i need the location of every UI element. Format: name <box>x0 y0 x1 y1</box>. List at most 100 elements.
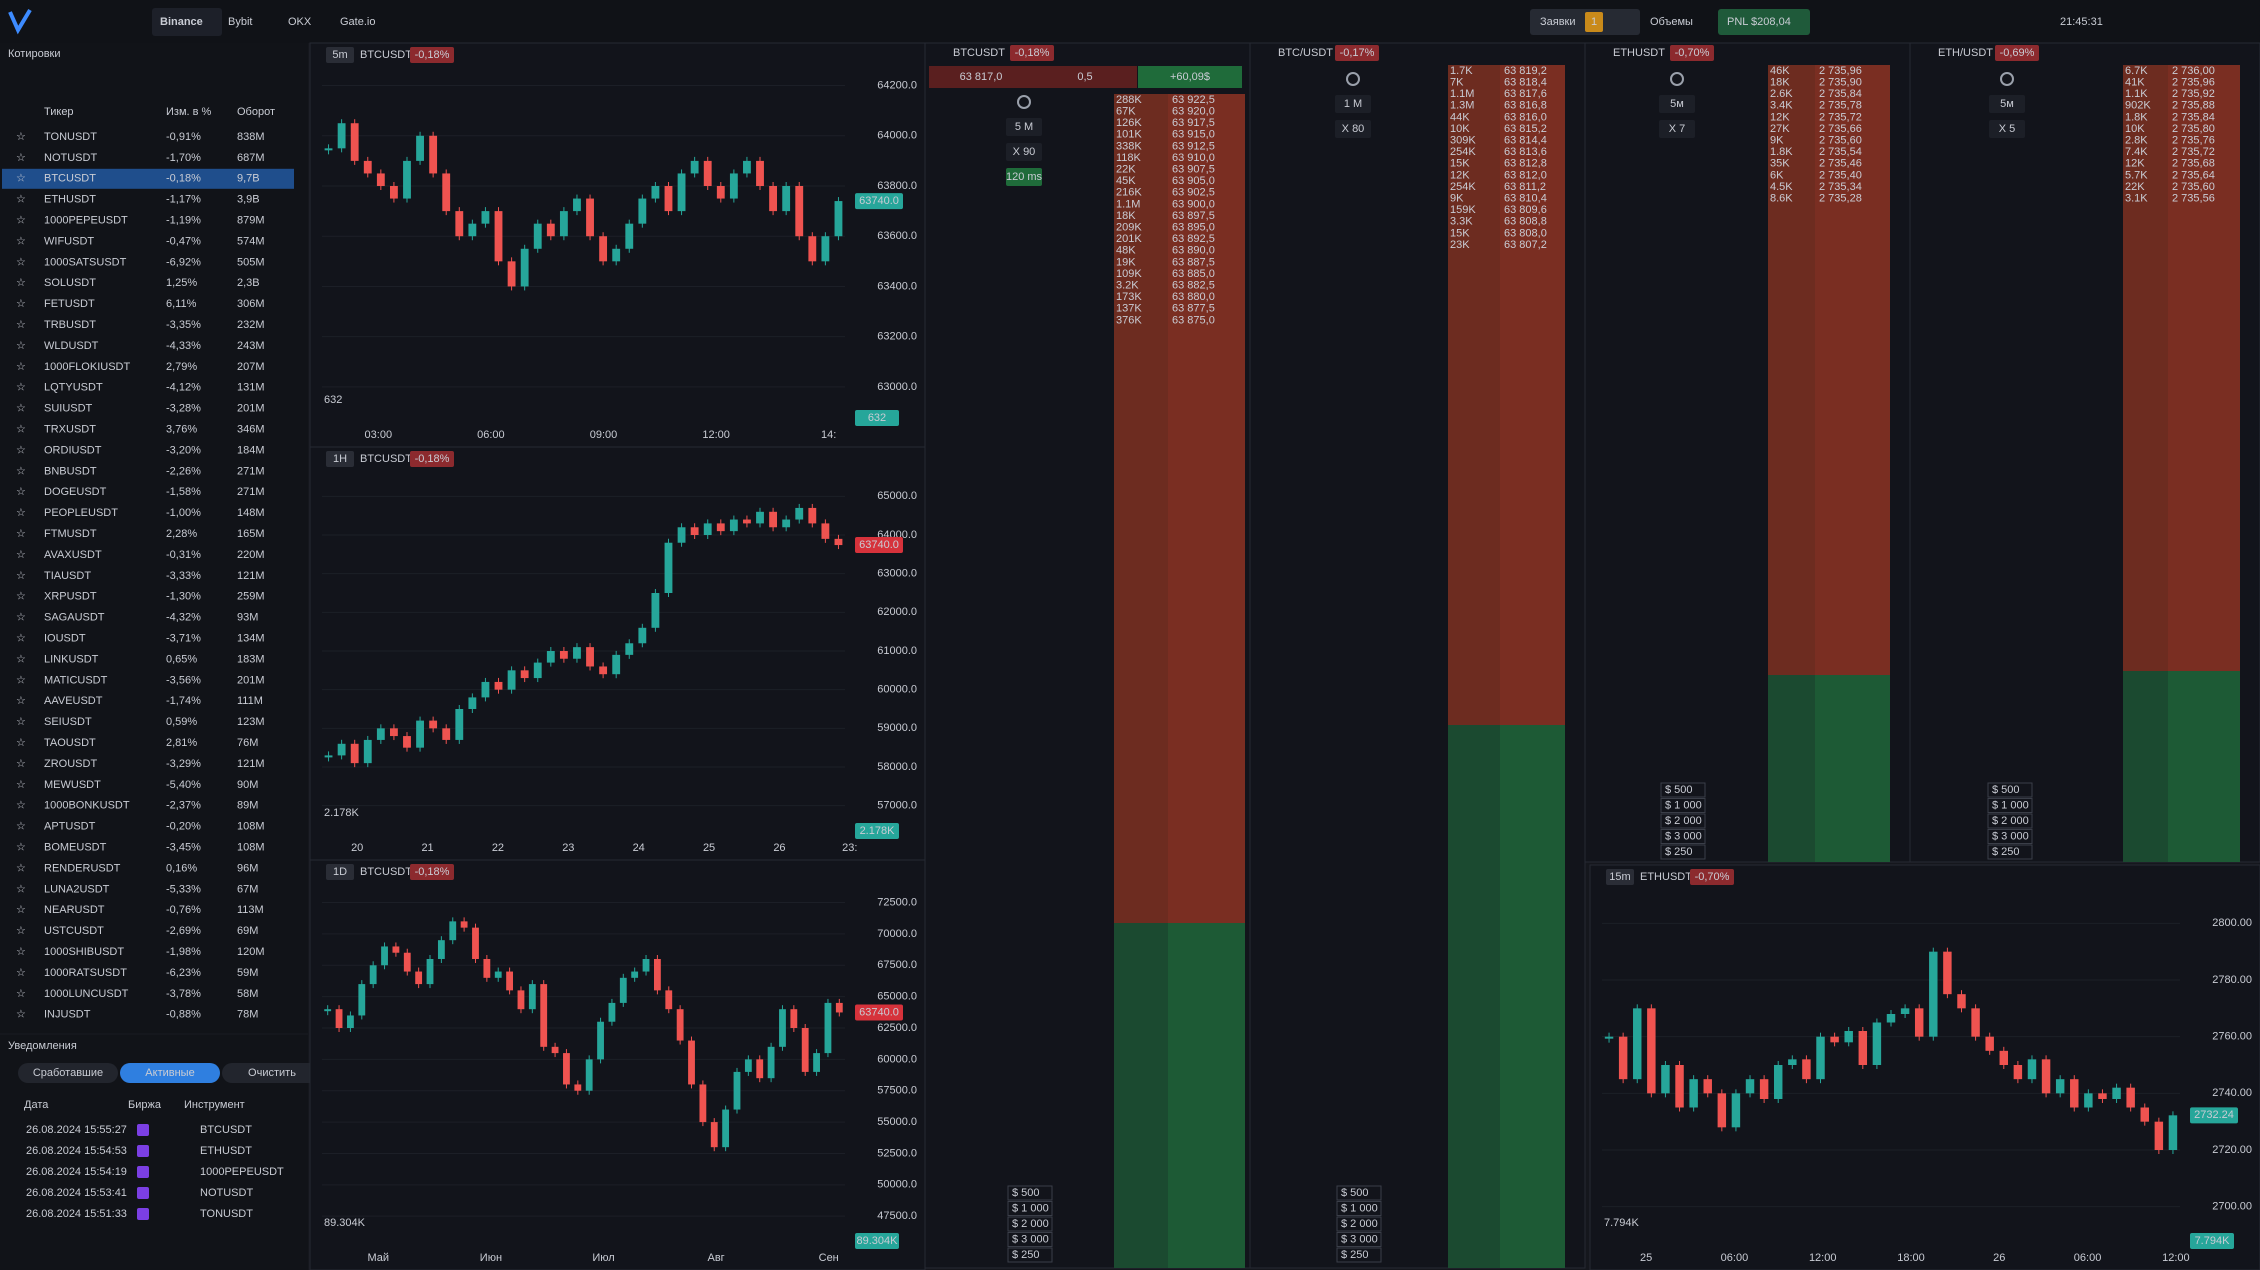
size-label[interactable]: $ 250 <box>1012 1249 1040 1261</box>
volume: 9K <box>1770 135 1784 147</box>
settings-icon[interactable] <box>1346 72 1360 86</box>
size-label[interactable]: $ 500 <box>1341 1187 1369 1199</box>
ticker[interactable]: SOLUSDT <box>44 277 96 289</box>
size-label[interactable]: $ 500 <box>1012 1187 1040 1199</box>
ticker[interactable]: TRXUSDT <box>44 424 96 436</box>
y-tick-label: 52500.0 <box>877 1147 917 1159</box>
exchange-tab[interactable]: OKX <box>288 16 312 28</box>
size-label[interactable]: $ 250 <box>1992 846 2020 858</box>
ticker[interactable]: FETUSDT <box>44 298 95 310</box>
ticker[interactable]: 1000RATSUSDT <box>44 967 127 979</box>
alert-tab[interactable]: Сработавшие <box>33 1067 103 1079</box>
price: 2 736,00 <box>2172 65 2215 77</box>
ticker[interactable]: INJUSDT <box>44 1009 91 1021</box>
ticker[interactable]: WLDUSDT <box>44 340 99 352</box>
ticker[interactable]: DOGEUSDT <box>44 486 107 498</box>
exchange-tab[interactable]: Bybit <box>228 16 252 28</box>
size-label[interactable]: $ 1 000 <box>1341 1202 1378 1214</box>
ticker[interactable]: SUIUSDT <box>44 403 93 415</box>
ticker[interactable]: APTUSDT <box>44 821 96 833</box>
size-label[interactable]: $ 2 000 <box>1992 815 2029 827</box>
ticker[interactable]: 1000LUNCUSDT <box>44 988 129 1000</box>
ladder-button-label[interactable]: 5м <box>2000 98 2014 110</box>
size-label[interactable]: $ 3 000 <box>1992 830 2029 842</box>
ladder-button-label[interactable]: 1 M <box>1344 98 1362 110</box>
alert-tab[interactable]: Активные <box>145 1067 194 1079</box>
ladder-button-label[interactable]: 120 ms <box>1006 171 1043 183</box>
ticker[interactable]: MATICUSDT <box>44 674 108 686</box>
x-tick-label: 12:00 <box>2162 1252 2190 1264</box>
size-label[interactable]: $ 1 000 <box>1012 1202 1049 1214</box>
turnover: 271M <box>237 465 265 477</box>
ladder-button-label[interactable]: 5м <box>1670 98 1684 110</box>
turnover: 148M <box>237 507 265 519</box>
ticker[interactable]: SEIUSDT <box>44 716 92 728</box>
ladder-button-label[interactable]: X 80 <box>1342 123 1365 135</box>
ticker[interactable]: LQTYUSDT <box>44 382 103 394</box>
exchange-tab[interactable]: Gate.io <box>340 16 375 28</box>
ticker[interactable]: ORDIUSDT <box>44 444 102 456</box>
ticker[interactable]: SAGAUSDT <box>44 612 105 624</box>
ticker[interactable]: AVAXUSDT <box>44 549 102 561</box>
ticker[interactable]: 1000BONKUSDT <box>44 800 130 812</box>
candle <box>389 186 398 199</box>
ticker[interactable]: BOMEUSDT <box>44 842 107 854</box>
settings-icon[interactable] <box>1017 95 1031 109</box>
volumes-btn[interactable]: Объемы <box>1650 16 1693 28</box>
ticker[interactable]: 1000SHIBUSDT <box>44 946 124 958</box>
size-label[interactable]: $ 3 000 <box>1341 1233 1378 1245</box>
size-label[interactable]: $ 3 000 <box>1665 830 1702 842</box>
ladder-button-label[interactable]: X 90 <box>1013 146 1036 158</box>
ticker[interactable]: TRBUSDT <box>44 319 96 331</box>
ticker[interactable]: BNBUSDT <box>44 465 97 477</box>
star: ☆ <box>16 528 26 540</box>
orders-label[interactable]: Заявки <box>1540 16 1576 28</box>
ticker[interactable]: IOUSDT <box>44 633 86 645</box>
column-header: Дата <box>24 1099 49 1111</box>
ticker[interactable]: TIAUSDT <box>44 570 91 582</box>
ticker[interactable]: 1000FLOKIUSDT <box>44 361 130 373</box>
ladder-button <box>1989 95 2025 113</box>
ticker[interactable]: TONUSDT <box>44 131 97 143</box>
alert-tab[interactable]: Очистить <box>248 1067 296 1079</box>
ticker[interactable]: TAOUSDT <box>44 737 96 749</box>
size-label[interactable]: $ 250 <box>1665 846 1693 858</box>
size-label[interactable]: $ 250 <box>1341 1249 1369 1261</box>
size-label[interactable]: $ 500 <box>1992 784 2020 796</box>
ticker[interactable]: MEWUSDT <box>44 779 101 791</box>
ladder-button-label[interactable]: X 7 <box>1669 123 1686 135</box>
ticker[interactable]: FTMUSDT <box>44 528 97 540</box>
ticker[interactable]: XRPUSDT <box>44 591 97 603</box>
ticker[interactable]: PEOPLEUSDT <box>44 507 118 519</box>
size-label[interactable]: $ 2 000 <box>1341 1218 1378 1230</box>
ticker[interactable]: ZROUSDT <box>44 758 97 770</box>
ticker[interactable]: LINKUSDT <box>44 653 99 665</box>
settings-icon[interactable] <box>2000 72 2014 86</box>
ticker[interactable]: 1000SATSUSDT <box>44 256 127 268</box>
size-label[interactable]: $ 1 000 <box>1665 799 1702 811</box>
ladder-button-label[interactable]: 5 M <box>1015 121 1033 133</box>
ticker[interactable]: NEARUSDT <box>44 904 105 916</box>
ticker[interactable]: USTCUSDT <box>44 925 104 937</box>
ladder-button-label[interactable]: X 5 <box>1999 123 2016 135</box>
ticker[interactable]: WIFUSDT <box>44 235 94 247</box>
exchange-tab[interactable]: Binance <box>160 16 203 28</box>
size-label[interactable]: $ 2 000 <box>1012 1218 1049 1230</box>
ticker[interactable]: RENDERUSDT <box>44 862 121 874</box>
size-label[interactable]: $ 1 000 <box>1992 799 2029 811</box>
ticker[interactable]: BTCUSDT <box>44 173 96 185</box>
change: -4,33% <box>166 340 201 352</box>
ticker[interactable]: LUNA2USDT <box>44 883 110 895</box>
ticker[interactable]: ETHUSDT <box>44 194 96 206</box>
settings-icon[interactable] <box>1670 72 1684 86</box>
volume: 1.1M <box>1450 88 1474 100</box>
size-label[interactable]: $ 500 <box>1665 784 1693 796</box>
ticker[interactable]: AAVEUSDT <box>44 695 103 707</box>
ladder-button <box>1006 118 1042 136</box>
active-tab <box>152 8 222 36</box>
size-label[interactable]: $ 3 000 <box>1012 1233 1049 1245</box>
ticker[interactable]: NOTUSDT <box>44 152 97 164</box>
x-tick-label: 12:00 <box>1809 1252 1837 1264</box>
ticker[interactable]: 1000PEPEUSDT <box>44 215 128 227</box>
size-label[interactable]: $ 2 000 <box>1665 815 1702 827</box>
